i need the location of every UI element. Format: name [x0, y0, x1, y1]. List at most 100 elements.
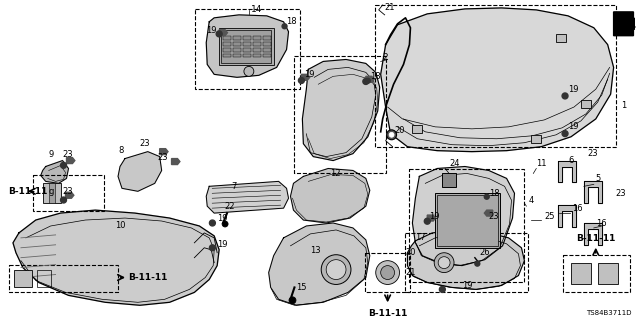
Polygon shape [424, 218, 430, 224]
Polygon shape [41, 161, 68, 183]
Polygon shape [61, 162, 67, 168]
Bar [375, 5, 616, 147]
Text: FR.: FR. [616, 20, 636, 30]
Polygon shape [118, 152, 162, 191]
Bar [406, 233, 529, 292]
Bar [263, 48, 271, 52]
Polygon shape [365, 78, 371, 83]
Polygon shape [219, 30, 227, 36]
Polygon shape [13, 210, 219, 305]
Text: 6: 6 [568, 156, 573, 165]
Polygon shape [584, 181, 602, 203]
Polygon shape [301, 74, 310, 80]
Text: 5: 5 [596, 174, 601, 183]
Bar [243, 42, 251, 45]
Text: 23: 23 [616, 189, 626, 198]
Polygon shape [484, 210, 493, 216]
Text: B-11-11: B-11-11 [576, 234, 616, 243]
Bar [49, 183, 54, 203]
Polygon shape [363, 78, 369, 84]
Text: B-11-11: B-11-11 [128, 273, 167, 282]
Bar [33, 175, 104, 211]
Bar [243, 53, 251, 58]
Text: 23: 23 [63, 187, 73, 196]
Text: 23: 23 [157, 153, 168, 162]
Text: B-11-11: B-11-11 [368, 309, 407, 318]
Text: 25: 25 [544, 212, 555, 220]
Circle shape [381, 266, 395, 279]
Circle shape [289, 297, 296, 304]
Bar [253, 48, 260, 52]
Text: 23: 23 [489, 212, 499, 220]
Text: 21: 21 [406, 268, 416, 277]
Polygon shape [366, 76, 374, 82]
Bar [243, 36, 251, 40]
Bar [410, 170, 524, 283]
Bar [195, 9, 300, 89]
Polygon shape [172, 159, 180, 164]
Text: 19: 19 [429, 212, 440, 220]
Polygon shape [159, 149, 168, 155]
Text: 20: 20 [395, 126, 405, 135]
Polygon shape [67, 157, 75, 164]
Bar [253, 42, 260, 45]
Circle shape [244, 67, 254, 76]
Circle shape [326, 260, 346, 279]
Polygon shape [584, 223, 602, 245]
Bar [233, 48, 241, 52]
Polygon shape [61, 197, 67, 203]
Text: 12: 12 [330, 169, 340, 178]
Text: 18: 18 [489, 189, 499, 198]
Text: 21: 21 [385, 4, 395, 12]
Text: 13: 13 [310, 246, 321, 255]
Text: 19: 19 [217, 240, 228, 249]
Bar [263, 36, 271, 40]
Circle shape [321, 255, 351, 284]
Bar [531, 135, 541, 143]
Polygon shape [475, 261, 480, 266]
Polygon shape [428, 215, 436, 221]
Text: 16: 16 [572, 204, 582, 212]
Bar [437, 195, 498, 246]
Text: 18: 18 [287, 17, 297, 26]
Text: 19: 19 [217, 213, 228, 222]
Polygon shape [216, 31, 222, 37]
Polygon shape [558, 161, 576, 182]
Text: TS84B3711D: TS84B3711D [586, 310, 632, 316]
Bar [253, 53, 260, 58]
Polygon shape [484, 194, 489, 199]
Text: 23: 23 [140, 139, 150, 148]
Polygon shape [282, 24, 287, 29]
Text: 15: 15 [296, 283, 307, 292]
Polygon shape [408, 230, 524, 289]
Text: 17: 17 [415, 233, 426, 242]
Circle shape [376, 261, 399, 284]
Bar [233, 36, 241, 40]
Polygon shape [558, 205, 576, 227]
Text: 19: 19 [568, 85, 579, 94]
Circle shape [434, 253, 454, 273]
Bar [14, 269, 32, 287]
Polygon shape [209, 220, 216, 226]
Text: 20: 20 [406, 248, 416, 257]
Text: 2: 2 [383, 53, 388, 62]
Bar [36, 269, 51, 287]
Polygon shape [65, 192, 74, 198]
Bar [263, 53, 271, 58]
Bar [219, 28, 274, 65]
Bar [263, 42, 271, 45]
Text: 22: 22 [224, 202, 235, 211]
Bar [9, 265, 118, 292]
Circle shape [222, 221, 228, 227]
Circle shape [387, 130, 397, 140]
Text: 19: 19 [568, 122, 579, 132]
Polygon shape [440, 286, 445, 292]
Bar [243, 48, 251, 52]
Bar [556, 34, 566, 42]
Bar [442, 173, 456, 187]
Polygon shape [562, 93, 568, 99]
Bar [598, 263, 618, 284]
Bar [571, 263, 591, 284]
Bar [223, 48, 231, 52]
Text: 19: 19 [206, 26, 217, 35]
